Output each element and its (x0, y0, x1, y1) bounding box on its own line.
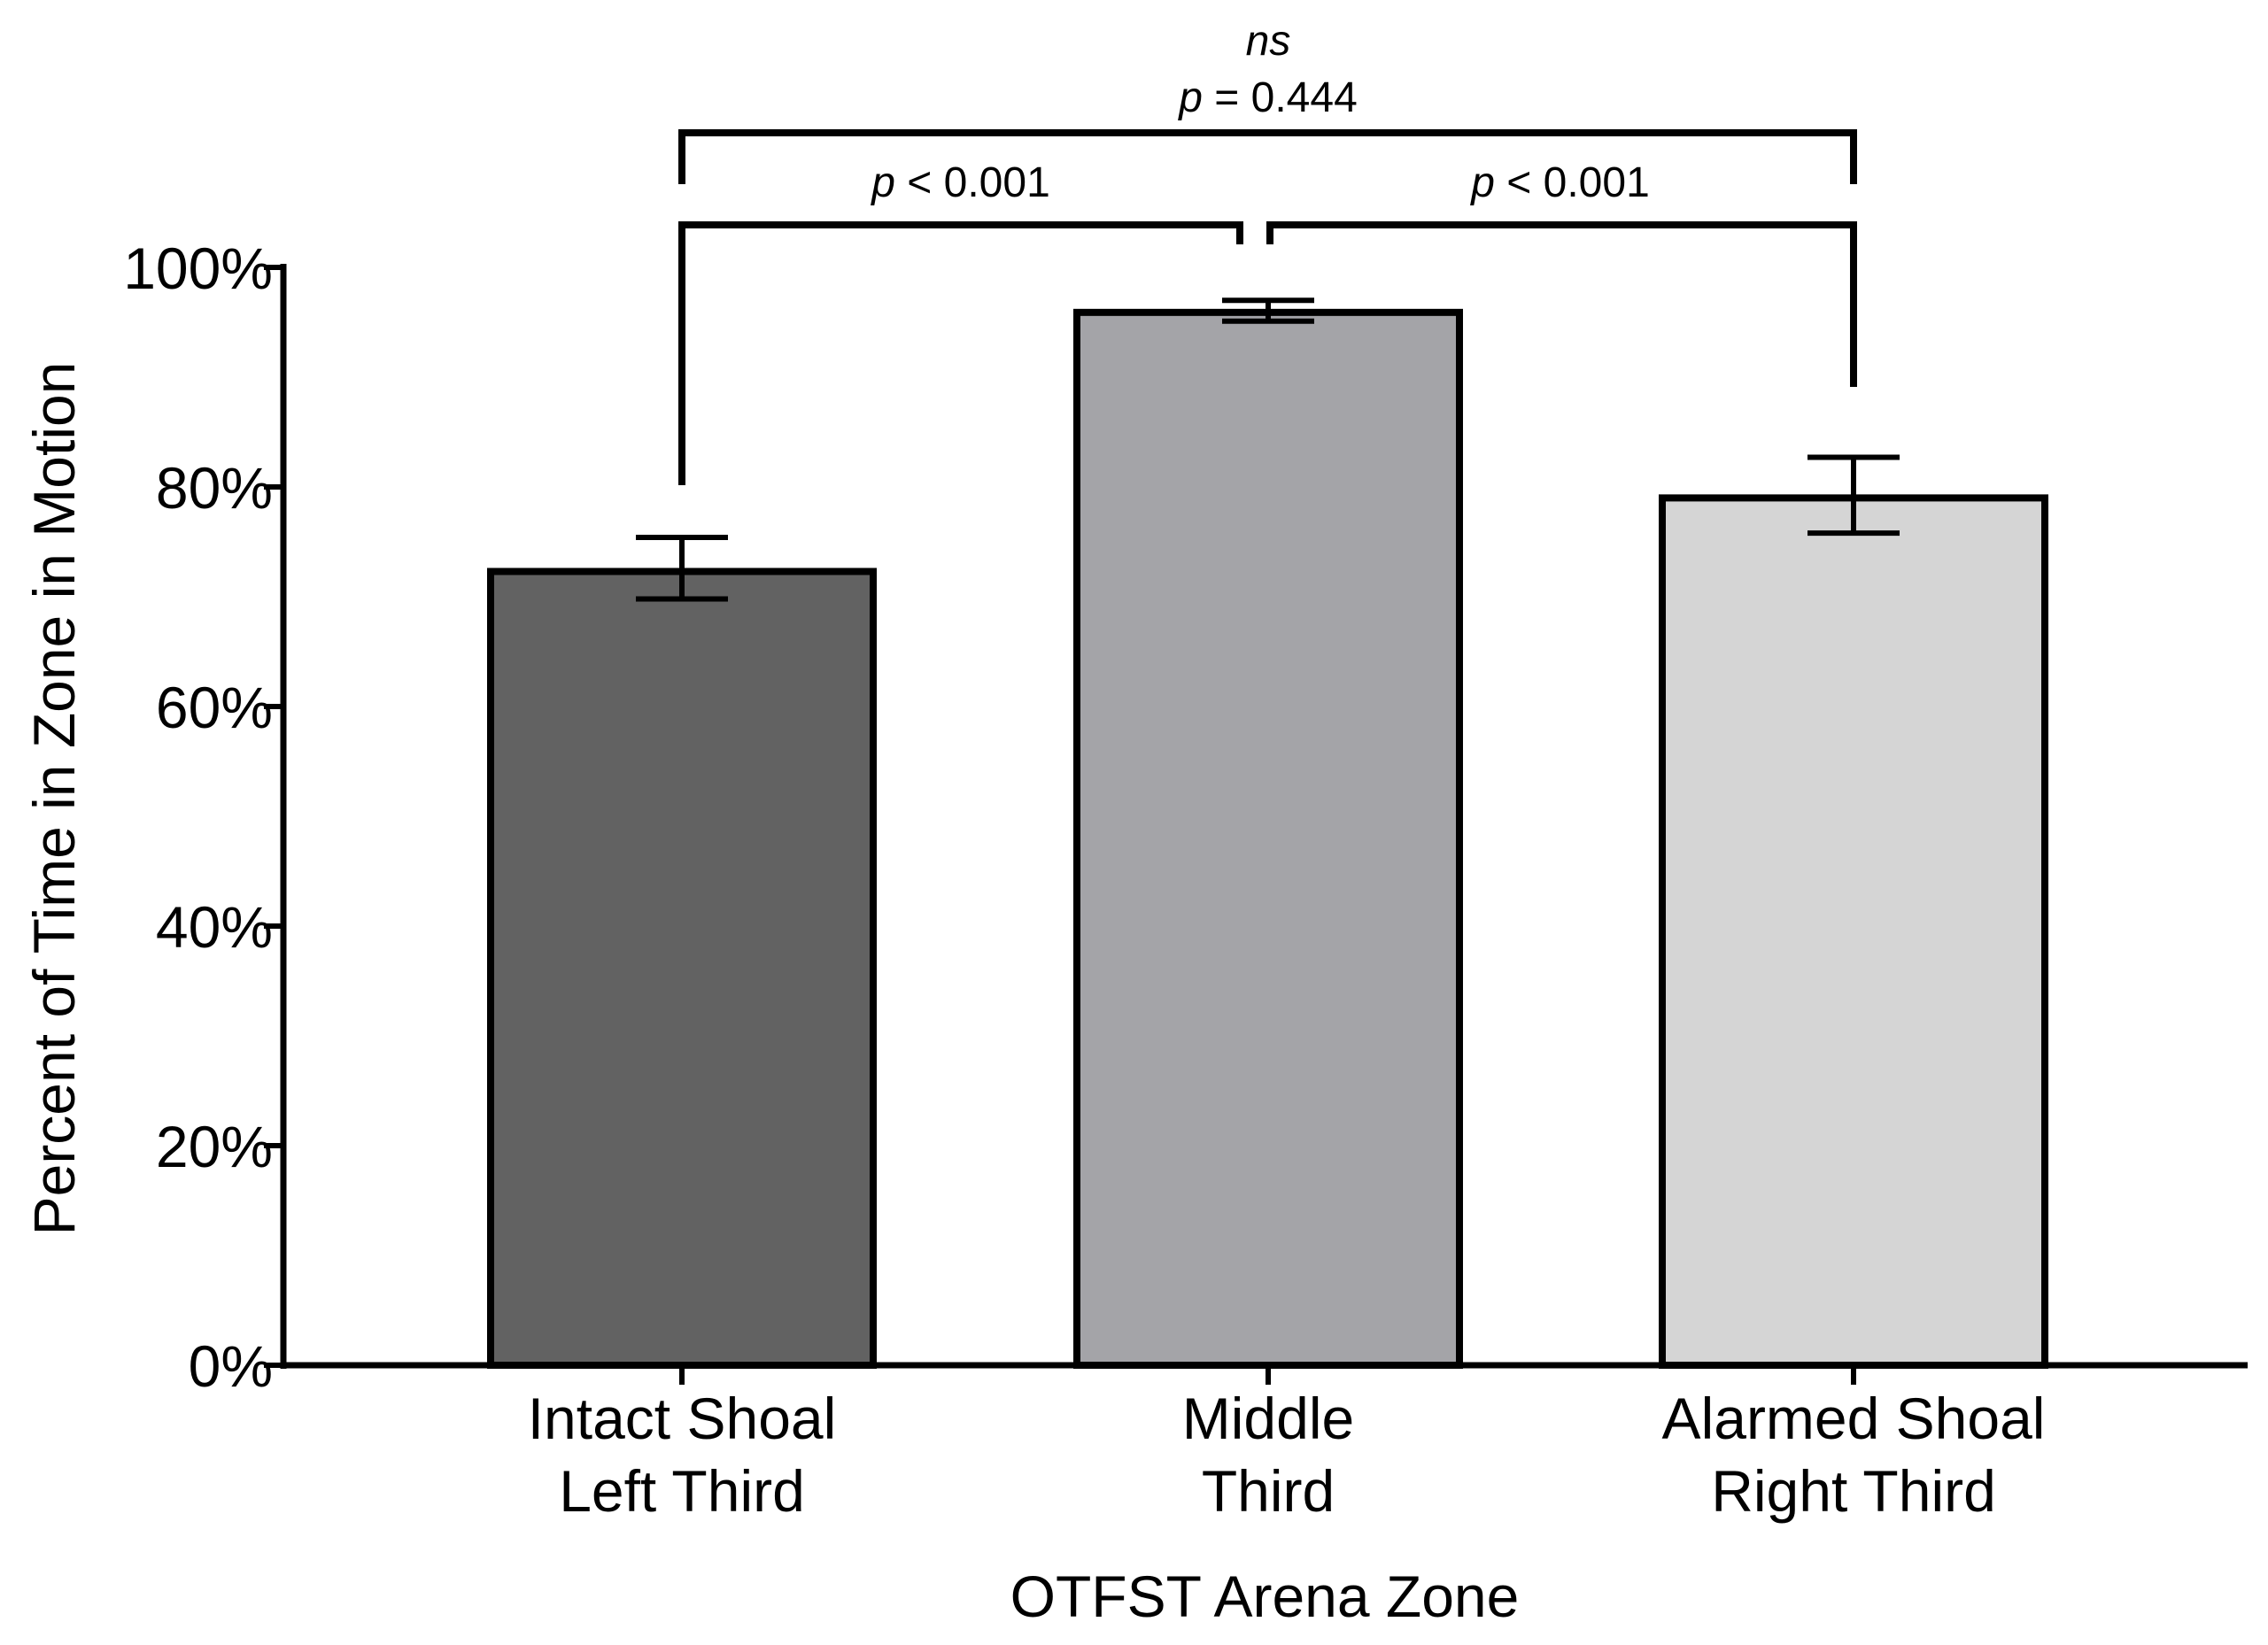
y-tick-label: 100% (123, 236, 273, 301)
bars-layer (487, 308, 2048, 1370)
y-axis-title: Percent of Time in Zone in Motion (21, 362, 87, 1236)
y-tick-label: 60% (156, 675, 273, 740)
x-tick-label-line: Third (1202, 1458, 1335, 1524)
significance-bracket (678, 129, 1857, 184)
p-symbol: p (1469, 159, 1495, 206)
p-value-text: < 0.001 (1495, 159, 1650, 206)
x-tick-label-line: Alarmed Shoal (1662, 1386, 2046, 1451)
significance-bracket (678, 221, 1243, 485)
y-tick-label: 20% (156, 1114, 273, 1179)
x-tick-label-line: Left Third (559, 1458, 805, 1524)
x-axis-title: OTFST Arena Zone (1010, 1564, 1520, 1629)
bar (1659, 494, 2048, 1369)
bar (487, 568, 877, 1369)
y-tick-label: 40% (156, 894, 273, 960)
x-tick-label-line: Middle (1182, 1386, 1354, 1451)
y-tick-label: 0% (189, 1333, 273, 1399)
y-tick-label: 80% (156, 455, 273, 521)
significance-p-value: p < 0.001 (870, 159, 1050, 206)
error-bars-layer (636, 297, 1900, 602)
axes-layer: 0% 20% 40% 60% 80% 100% Intact Shoal Left Third… (123, 236, 2248, 1524)
p-value-text: = 0.444 (1203, 74, 1358, 121)
significance-p-value: p < 0.001 (1469, 159, 1650, 206)
x-tick-label: Alarmed Shoal Right Third (1662, 1386, 2046, 1524)
x-tick-label-line: Right Third (1711, 1458, 1996, 1524)
bar (1073, 308, 1463, 1370)
p-symbol: p (870, 159, 895, 206)
significance-bracket (1266, 221, 1857, 387)
significance-ns-label: ns (1246, 18, 1291, 65)
p-value-text: < 0.001 (895, 159, 1050, 206)
x-tick-label: Intact Shoal Left Third (528, 1386, 837, 1524)
x-tick-label: Middle Third (1182, 1386, 1354, 1524)
significance-p-value: p = 0.444 (1177, 74, 1358, 121)
x-tick-label-line: Intact Shoal (528, 1386, 837, 1451)
p-symbol: p (1177, 74, 1203, 121)
